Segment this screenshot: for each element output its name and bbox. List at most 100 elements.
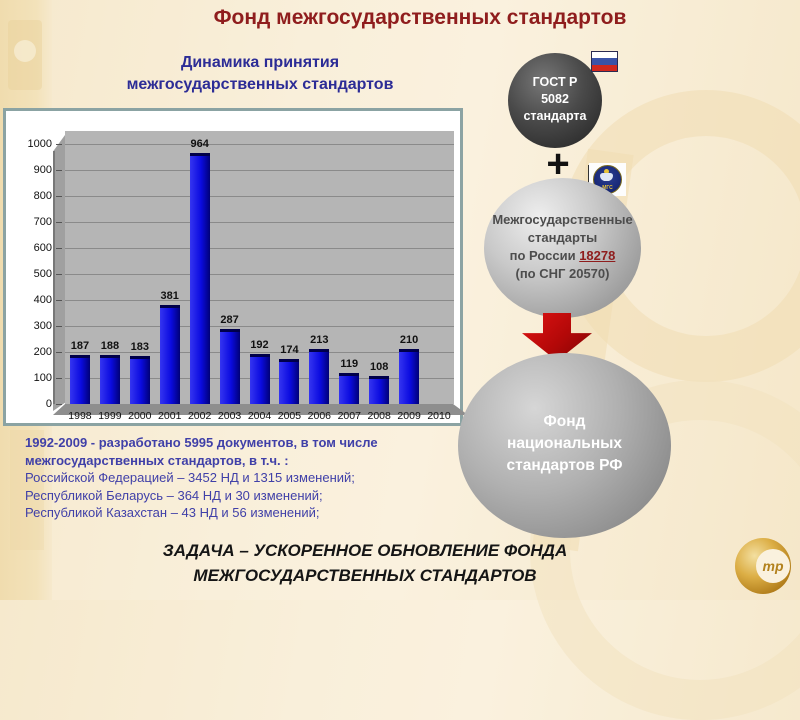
chart-y-tick [56,222,62,223]
chart-x-tick-label: 2001 [158,410,182,422]
chart-gridline [65,196,454,197]
chart-bar-value: 119 [340,358,359,370]
chart-bar-value: 210 [399,334,419,346]
summary-line: Российской Федерацией – 3452 НД и 1315 и… [25,470,355,485]
chart-bar [99,355,120,404]
chart-x-tick-label: 2009 [397,410,421,422]
interstate-line2: стандарты [527,230,598,245]
fund-sphere: Фонд национальных стандартов РФ [458,353,671,538]
chart-y-tick [56,196,62,197]
chart-x-tick-label: 2004 [247,410,272,422]
standards-agency-logo-icon: тр [735,538,791,594]
summary-line: Республикой Беларусь – 364 НД и 30 измен… [25,487,323,503]
summary-line: Республикой Казахстан – 43 НД и 56 измен… [25,505,320,520]
mgs-emblem-label: МГС [602,185,613,191]
interstate-line4: (по СНГ 20570) [515,266,610,281]
chart-y-tick-label: 300 [33,320,52,332]
chart-x-tick-label: 2000 [128,410,152,422]
chart-gridline [65,300,454,301]
fund-line3: стандартов РФ [506,457,623,474]
chart-bar [309,349,330,404]
chart-y-tick-label: 900 [33,164,52,176]
chart-gridline [65,274,454,275]
chart-y-tick [56,248,62,249]
chart-y-tick-label: 0 [45,398,52,410]
chart-x-tick-label: 2007 [337,410,361,422]
chart-bar [159,305,180,404]
mgs-emblem-dot [604,169,609,174]
chart-y-tick [56,170,62,171]
strip-decor-shape [14,40,36,62]
chart-bar-value: 381 [160,290,179,302]
chart-bar [369,376,390,404]
chart-y-tick-label: 700 [33,216,52,228]
chart-bar [279,359,300,404]
summary-line: 1992-2009 - разработано 5995 документов,… [25,435,378,450]
chart-y-axis [53,151,55,404]
fund-line2: национальных [506,435,623,452]
chart-bar-value: 213 [310,334,329,346]
chart-y-tick-label: 800 [33,190,52,202]
chart-title-line2: межгосударственных стандартов [126,76,394,93]
chart-y-tick-label: 1000 [27,138,52,150]
logo-monogram: тр [756,549,790,583]
chart-y-tick [56,378,62,379]
chart-x-tick-label: 2005 [277,410,302,422]
chart-gridline [65,248,454,249]
mgs-emblem-shape [600,173,613,181]
standards-count-link[interactable]: 18278 [579,248,616,263]
chart-title-line1: Динамика принятия [180,54,340,71]
chart-y-tick [56,274,62,275]
chart-bar-value: 192 [250,339,269,351]
task-statement: ЗАДАЧА – УСКОРЕННОЕ ОБНОВЛЕНИЕ ФОНДА МЕЖ… [30,538,700,588]
chart-title: Динамика принятия межгосударственных ста… [50,52,470,96]
chart-gridline [65,326,454,327]
gost-sphere-line1: ГОСТ Р [532,75,578,89]
chart-x-tick-label: 2006 [307,410,332,422]
chart-gridline [65,144,454,145]
chart-bar-value: 964 [190,138,209,150]
chart-bar-value: 287 [220,314,239,326]
gost-sphere-line3: стандарта [523,109,587,123]
chart-bar [129,356,150,404]
chart-bar-value: 183 [130,341,149,353]
chart-x-tick-label: 2008 [367,410,391,422]
chart-bar [69,355,90,404]
interstate-line3-prefix: по России [509,248,580,263]
chart-bar-value: 187 [70,340,90,352]
chart-y-tick [56,300,62,301]
task-line2: МЕЖГОСУДАРСТВЕННЫХ СТАНДАРТОВ [193,566,537,585]
chart-bar [219,329,240,404]
chart-y-tick [56,352,62,353]
chart-y-tick [56,404,62,405]
plus-sign: + [546,142,570,186]
chart-y-tick [56,144,62,145]
interstate-sphere: Межгосударственные стандарты по России 1… [484,178,641,318]
gost-sphere-line2: 5082 [541,92,569,106]
interstate-line3: по России 18278 [484,247,641,265]
chart-bar [339,373,360,404]
chart-x-tick-label: 1998 [68,410,92,422]
chart-gridline [65,352,454,353]
chart-y-tick-label: 500 [33,268,52,280]
chart-bar-value: 108 [370,361,389,373]
chart-bar-value: 174 [280,344,299,356]
chart-y-tick-label: 600 [33,242,52,254]
chart-3d-floor [53,404,468,415]
chart-x-tick-label: 2010 [427,410,451,422]
chart-bar [249,354,270,404]
chart-x-tick-label: 2002 [187,410,212,422]
chart-gridline [65,170,454,171]
page-title: Фонд межгосударственных стандартов [213,6,627,29]
bar-chart: 0 100 200 300 400 500 600 700 800 900 1000 1998 187 1… [3,108,468,426]
interstate-line1: Межгосударственные [492,212,633,227]
chart-y-tick [56,326,62,327]
chart-x-tick-label: 1999 [98,410,122,422]
gost-sphere: ГОСТ Р 5082 стандарта [508,53,602,148]
chart-3d-wall [53,135,65,411]
chart-gridline [65,222,454,223]
chart-bar-value: 188 [100,340,120,352]
summary-text: 1992-2009 - разработано 5995 документов,… [25,434,465,522]
chart-y-tick-label: 200 [33,346,52,358]
chart-bar [399,349,420,404]
